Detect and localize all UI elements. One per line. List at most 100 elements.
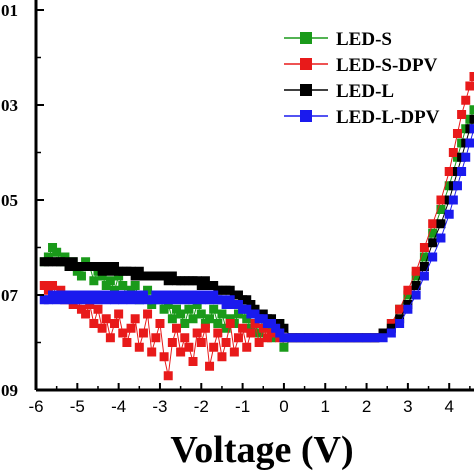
x-axis-title: Voltage (V) — [170, 429, 353, 471]
data-point — [205, 314, 215, 324]
data-point — [76, 295, 86, 305]
data-point — [275, 319, 285, 328]
data-point — [267, 328, 277, 338]
data-point — [242, 314, 252, 324]
data-point — [250, 319, 260, 328]
legend-item: LED-L-DPV — [284, 107, 440, 128]
data-point — [122, 338, 132, 347]
x-tick-label: -1 — [235, 397, 250, 416]
data-point — [64, 262, 74, 271]
data-point — [126, 266, 136, 276]
data-point — [184, 304, 194, 314]
data-point — [134, 342, 144, 352]
x-tick-label: -6 — [28, 397, 43, 416]
data-point — [217, 295, 227, 305]
legend-marker — [300, 84, 312, 96]
y-tick-label: 05 — [1, 191, 18, 210]
legend-label: LED-S — [336, 29, 392, 50]
data-point — [395, 304, 405, 314]
data-point — [428, 238, 438, 248]
data-point — [93, 262, 103, 271]
data-point — [143, 309, 153, 319]
data-point — [118, 295, 128, 305]
data-point — [159, 271, 169, 281]
data-point — [378, 328, 388, 338]
data-point — [176, 290, 186, 300]
data-point — [419, 243, 429, 252]
data-point — [93, 304, 103, 314]
data-point — [452, 181, 462, 191]
data-point — [246, 300, 256, 309]
data-point — [209, 290, 219, 300]
data-point — [386, 319, 396, 328]
data-point — [48, 281, 58, 290]
data-point — [448, 148, 458, 157]
data-point — [159, 290, 169, 300]
legend-marker — [300, 32, 312, 44]
x-tick-label: -3 — [152, 397, 167, 416]
x-tick-label: 0 — [279, 397, 288, 416]
data-point — [411, 290, 421, 300]
data-point — [221, 338, 231, 347]
data-point — [110, 285, 120, 295]
data-point — [242, 304, 252, 314]
data-point — [105, 333, 115, 343]
x-tick-label: 4 — [444, 397, 453, 416]
data-point — [444, 167, 454, 176]
data-point — [60, 295, 70, 305]
data-point — [81, 309, 91, 319]
data-point — [428, 252, 438, 262]
data-point — [205, 295, 215, 305]
x-tick-label: 3 — [403, 397, 412, 416]
data-point — [411, 281, 421, 290]
data-point — [262, 333, 272, 343]
data-point — [196, 338, 206, 347]
data-point — [138, 290, 148, 300]
data-point — [225, 285, 235, 295]
data-point — [147, 347, 157, 357]
data-point — [469, 105, 474, 115]
data-point — [180, 319, 190, 328]
y-tick-label: 03 — [1, 96, 18, 115]
data-point — [81, 257, 91, 267]
data-point — [89, 319, 99, 328]
data-point — [110, 262, 120, 271]
data-point — [188, 357, 198, 366]
data-point — [110, 295, 120, 305]
data-point — [105, 266, 115, 276]
data-point — [192, 290, 202, 300]
data-point — [196, 309, 206, 319]
data-point — [246, 328, 256, 338]
data-point — [362, 333, 372, 343]
data-point — [114, 290, 124, 300]
data-point — [97, 271, 107, 281]
data-point — [130, 314, 140, 324]
data-point — [267, 319, 277, 328]
data-point — [76, 304, 86, 314]
data-point — [395, 319, 405, 328]
data-point — [258, 309, 268, 319]
data-point — [196, 295, 206, 305]
data-point — [469, 124, 474, 134]
data-point — [134, 295, 144, 305]
data-point — [163, 295, 173, 305]
data-point — [60, 257, 70, 267]
data-point — [457, 110, 467, 119]
data-point — [171, 295, 181, 305]
data-point — [403, 300, 413, 309]
data-point — [89, 290, 99, 300]
data-point — [465, 138, 474, 148]
data-point — [163, 371, 173, 381]
data-point — [52, 247, 62, 257]
data-point — [213, 319, 223, 328]
data-point — [114, 309, 124, 319]
data-point — [122, 290, 132, 300]
data-point — [267, 314, 277, 324]
data-point — [209, 304, 219, 314]
data-point — [48, 290, 58, 300]
data-point — [233, 309, 243, 319]
data-point — [180, 333, 190, 343]
data-point — [43, 285, 53, 295]
data-point — [105, 290, 115, 300]
legend-label: LED-S-DPV — [336, 55, 438, 76]
